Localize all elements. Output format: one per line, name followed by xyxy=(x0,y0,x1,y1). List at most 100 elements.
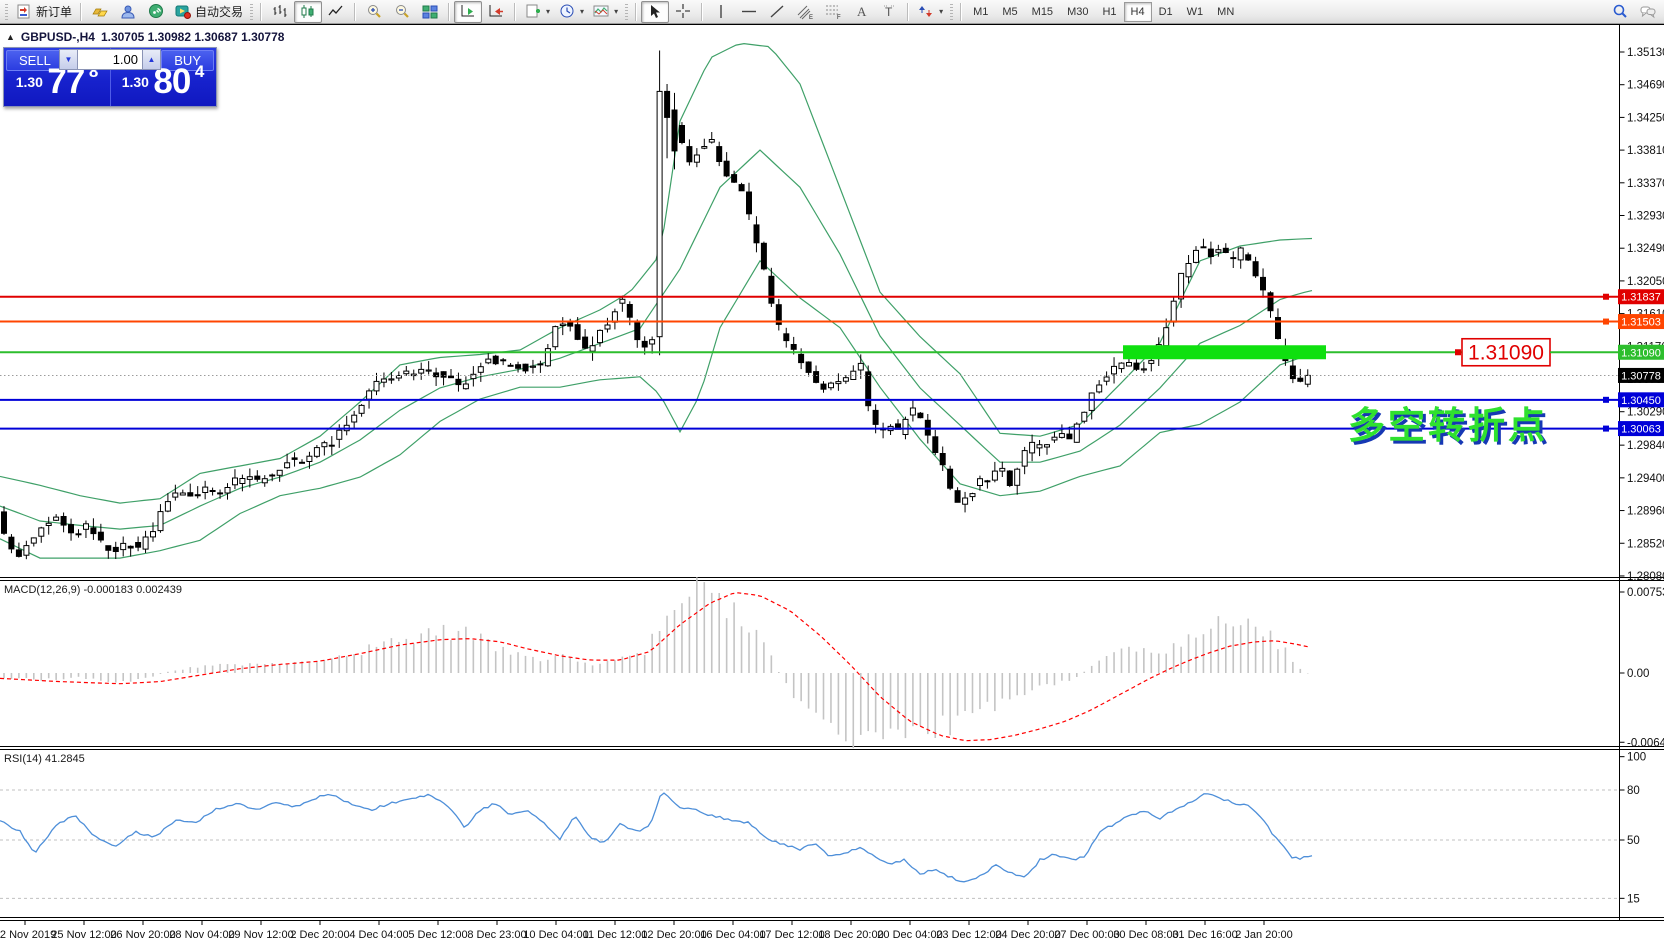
toolbar-separator xyxy=(260,2,263,21)
price-badge-text: 1.30778 xyxy=(1621,370,1661,382)
equidistant-channel-button[interactable]: E xyxy=(791,1,819,23)
community-button[interactable] xyxy=(114,1,142,23)
auto-scroll-icon xyxy=(461,5,475,17)
time-axis-label: 2 Dec 20:00 xyxy=(290,929,349,941)
horizontal-line-button[interactable] xyxy=(735,1,763,23)
svg-text:T: T xyxy=(885,5,893,19)
symbol-ohlc: 1.30705 1.30982 1.30687 1.30778 xyxy=(100,30,285,44)
zoom-out-button[interactable] xyxy=(388,1,416,23)
macd-indicator xyxy=(0,577,1309,749)
volume-input[interactable] xyxy=(78,49,142,70)
hline-handle[interactable] xyxy=(1603,425,1609,432)
text-label-button[interactable]: T xyxy=(875,1,903,23)
autotrading-label: 自动交易 xyxy=(195,5,244,19)
chat-icon xyxy=(1640,6,1656,19)
market-button[interactable] xyxy=(86,1,114,23)
time-axis-label: 18 Dec 20:00 xyxy=(818,929,883,941)
price-badge xyxy=(1618,289,1664,305)
sell-label[interactable]: SELL xyxy=(6,50,64,71)
new-template-button[interactable]: ▾ xyxy=(520,1,554,23)
trendline-button[interactable] xyxy=(763,1,791,23)
timeframe-m5[interactable]: M5 xyxy=(1002,5,1018,18)
hline-handle[interactable] xyxy=(1603,293,1609,300)
collapse-triangle-icon[interactable]: ▲ xyxy=(6,32,15,42)
price-flag-text: 1.31090 xyxy=(1468,341,1544,364)
signals-icon xyxy=(149,4,164,18)
chart-shift-button[interactable] xyxy=(482,1,510,23)
time-axis-label: 28 Nov 04:00 xyxy=(169,929,234,941)
time-axis-label: 11 Dec 12:00 xyxy=(583,929,648,941)
flag-anchor-handle[interactable] xyxy=(1455,349,1461,356)
vertical-line-button[interactable] xyxy=(707,1,735,23)
price-badge-text: 1.30450 xyxy=(1621,395,1661,407)
highlight-zone[interactable] xyxy=(1123,345,1326,360)
price-tick: 1.35130 xyxy=(1627,47,1664,59)
volume-increase-button[interactable]: ▲ xyxy=(142,49,161,70)
volume-decrease-button[interactable]: ▼ xyxy=(59,49,78,70)
candlestick-chart-button[interactable] xyxy=(294,0,323,23)
turning-point-shadow: 多空转折点 xyxy=(1351,408,1551,449)
crosshair-button[interactable] xyxy=(669,1,697,23)
buy-label[interactable]: BUY xyxy=(161,50,214,71)
bar-chart-button[interactable] xyxy=(266,1,294,23)
candlestick-series xyxy=(1,50,1311,560)
hline-handle[interactable] xyxy=(1603,318,1609,325)
indicators-button[interactable]: ▾ xyxy=(588,1,622,23)
macd-axis-tick: 0.007538 xyxy=(1627,587,1664,599)
search-icon xyxy=(1613,4,1627,18)
autotrading-icon xyxy=(175,5,192,19)
chat-button[interactable] xyxy=(1634,1,1662,23)
macd-axis-tick: 0.00 xyxy=(1627,668,1649,680)
timeframe-h1[interactable]: H1 xyxy=(1102,5,1117,18)
auto-scroll-button[interactable] xyxy=(454,0,483,23)
signals-button[interactable] xyxy=(142,1,170,23)
periods-button[interactable]: ▾ xyxy=(554,1,588,23)
toolbar-separator xyxy=(701,2,704,21)
timeframe-m15[interactable]: M15 xyxy=(1031,5,1054,18)
timeframe-h4[interactable]: H4 xyxy=(1123,1,1152,22)
timeframe-mn[interactable]: MN xyxy=(1217,5,1235,18)
toolbar-separator xyxy=(448,2,451,21)
autotrading-button[interactable]: 自动交易 xyxy=(170,1,247,23)
tile-windows-button[interactable] xyxy=(416,1,444,23)
time-axis-label: 4 Dec 04:00 xyxy=(349,929,408,941)
fibonacci-button[interactable]: F xyxy=(819,1,847,23)
time-axis-label: 24 Dec 20:00 xyxy=(995,929,1060,941)
price-tick: 1.33370 xyxy=(1627,178,1664,190)
time-axis-label: 2 Jan 20:00 xyxy=(1235,929,1293,941)
time-axis-label: 23 Dec 12:00 xyxy=(936,929,1001,941)
toolbar-separator xyxy=(514,2,517,21)
dropdown-arrow-icon: ▾ xyxy=(580,7,585,16)
dropdown-arrow-icon: ▾ xyxy=(939,7,944,16)
text-button[interactable]: A xyxy=(847,1,875,23)
price-badge-text: 1.31837 xyxy=(1621,292,1661,304)
search-button[interactable] xyxy=(1606,1,1634,23)
line-chart-button[interactable] xyxy=(322,1,350,23)
new-order-button[interactable]: 新订单 xyxy=(11,1,76,23)
hline-handle[interactable] xyxy=(1603,396,1609,403)
toolbar-grip[interactable] xyxy=(5,3,8,20)
text-label-icon: T xyxy=(884,5,895,19)
crosshair-icon xyxy=(676,4,691,18)
horizontal-line-icon xyxy=(742,10,757,13)
symbol-title: GBPUSD-,H4 xyxy=(20,30,95,44)
toolbar-grip[interactable] xyxy=(950,3,954,20)
timeframe-d1[interactable]: D1 xyxy=(1158,5,1173,18)
price-badge xyxy=(1618,392,1664,408)
rsi-line xyxy=(0,792,1313,883)
cursor-button[interactable] xyxy=(641,0,670,23)
indicators-icon xyxy=(593,5,609,17)
timeframe-m30[interactable]: M30 xyxy=(1067,5,1089,18)
turning-point-annotation[interactable]: 多空转折点 xyxy=(1348,405,1548,446)
dropdown-arrow-icon: ▾ xyxy=(614,7,619,16)
bollinger-bands[interactable] xyxy=(0,42,1313,559)
toolbar-grip[interactable] xyxy=(250,3,254,20)
toolbar-grip[interactable] xyxy=(625,3,629,20)
timeframe-m1[interactable]: M1 xyxy=(973,5,989,18)
arrow-objects-icon xyxy=(919,6,933,17)
arrow-objects-button[interactable]: ▾ xyxy=(913,1,947,23)
timeframe-w1[interactable]: W1 xyxy=(1186,5,1204,18)
zoom-in-button[interactable] xyxy=(360,1,388,23)
